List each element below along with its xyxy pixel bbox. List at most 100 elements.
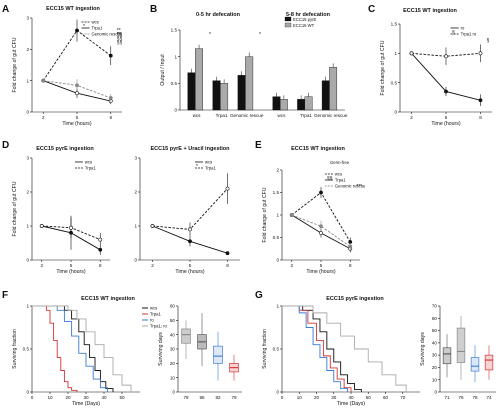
panel-d2-xlabel: Time (hours) (175, 269, 204, 275)
panel-d2-ytick-label: 2 (134, 190, 137, 195)
panel-d1-data-point (69, 225, 73, 230)
panel-e-legend-label: Trpa1 (335, 178, 346, 183)
panel-g-xlabel: Time (Days) (337, 401, 365, 407)
panel-a-ytick-label: 3 (26, 16, 29, 21)
panel-c-xtick-label: 5 (445, 115, 448, 120)
panel-b-bar (304, 96, 313, 111)
panel-d2-legend-label: wcs (205, 160, 212, 165)
panel-e-title: ECC15 WT ingestion (291, 146, 345, 152)
panel-d2-annotation: * (196, 164, 198, 170)
panel-g-xtick-label: 50 (366, 395, 372, 400)
panel-b-category-label: wcs (193, 113, 202, 118)
panel-d2-data-point (188, 239, 192, 244)
panel-e-ylabel: Fold change of gut CFU (262, 187, 268, 242)
panel-g-box-box (456, 327, 466, 363)
panel-g-survival-curve-0 (282, 305, 362, 392)
panel-b-bar (297, 99, 306, 111)
panel-b-annotation: * (259, 32, 261, 38)
panel-b-legend-swatch (284, 16, 292, 22)
panel-g-box-ytick-label: 70 (432, 304, 438, 309)
panel-b-bar (220, 83, 229, 111)
panel-b-bar (245, 56, 254, 111)
panel-g-box-ytick-label: 0 (434, 390, 437, 395)
panel-f-survival-curve-1 (32, 305, 78, 392)
panel-b-bar (279, 99, 288, 111)
panel-e-legend-label: Genomic rescue (335, 184, 366, 189)
panel-a-ytick-label: 1 (26, 78, 29, 83)
panel-c-ytick-label: 0 (394, 110, 397, 115)
panel-d2-ytick-label: 1 (134, 224, 137, 229)
panel-b-ytick-label: 0.5 (171, 81, 178, 86)
panel-b-annotation: * (209, 32, 211, 38)
panel-g-box-box-label: 76 (458, 395, 464, 400)
panel-f-box-ytick-label: 50 (170, 318, 176, 323)
panel-c-xtick-label: 2 (410, 115, 413, 120)
panel-d1-data-point (98, 247, 103, 252)
panel-b-ytick-label: 0 (174, 108, 177, 113)
panel-c-data-point (444, 89, 448, 94)
panel-f-xtick-label: 30 (83, 395, 89, 400)
panel-g-box-ytick-label: 50 (432, 328, 438, 333)
panel-d1-ylabel: Fold change of gut CFU (12, 181, 18, 236)
panel-a-xtick-label: 5 (76, 115, 79, 120)
panel-c-annotation: § (487, 38, 490, 44)
panel-c-ytick-label: 1.5 (391, 22, 398, 27)
panel-label-f: F (2, 290, 8, 301)
panel-e-xtick-label: 2 (290, 263, 293, 268)
panel-b-category-label: Trpa1 (216, 113, 228, 118)
panel-a-xtick-label: 2 (42, 115, 45, 120)
panel-a-data-point (108, 53, 113, 58)
panel-d1-xtick-label: 8 (99, 263, 102, 268)
panel-a-annotation: §§ (117, 32, 123, 38)
panel-a-ytick-label: 0 (26, 110, 29, 115)
panel-d1-ytick-label: 1 (26, 224, 29, 229)
charts-layer: 0 1 2 3 Fold change of gut CFU Time (hours) 2 5… (12, 16, 496, 407)
panel-a-legend-label: wcs (92, 20, 99, 25)
panel-c-legend-label: Trpa1 ro (461, 32, 477, 37)
panel-f-box-box-label: 82 (215, 395, 221, 400)
panel-b-ytick-label: 1.5 (171, 28, 178, 33)
panel-e-ytick-label: 2 (276, 168, 279, 173)
panel-c-data-point (478, 51, 483, 56)
panel-g-title: ECC15 pyrE ingestion (326, 296, 384, 302)
panel-g-xtick-label: 70 (400, 395, 406, 400)
panel-e-data-point (348, 244, 353, 249)
panel-c-data-point (409, 51, 414, 56)
panel-a-ylabel: Fold change of gut CFU (12, 37, 18, 92)
panel-e-data-point (319, 190, 323, 195)
panel-label-b: B (150, 4, 157, 15)
panel-c-series-line-1 (411, 52, 481, 57)
panel-e-xlabel: Time (hours) (306, 269, 335, 275)
panel-c-ytick-label: 1 (394, 51, 397, 56)
panel-g-xtick-label: 0 (281, 395, 284, 400)
panel-g-box-ylabel: Surviving days (420, 332, 426, 366)
panel-label-g: G (255, 290, 263, 301)
panel-e-xtick-label: 5 (320, 263, 323, 268)
panel-a-annotation: §§ (117, 36, 123, 42)
panel-b-category-label: Genomic rescue (314, 113, 348, 118)
panel-f-ytick-label: 1 (26, 304, 29, 309)
panel-f-xtick-label: 40 (101, 395, 107, 400)
panel-f-survival-curve-3 (32, 305, 132, 392)
panel-f-xtick-label: 0 (31, 395, 34, 400)
panel-g-survival-curve-2 (282, 305, 348, 392)
panel-g-xtick-label: 30 (331, 395, 337, 400)
panel-f-box-box-label: 95 (199, 395, 205, 400)
panel-g-ylabel: Surviving fraction (262, 329, 268, 369)
panel-c-title: ECC15 WT ingestion (403, 8, 457, 14)
panel-g-box-ytick-label: 20 (432, 365, 438, 370)
panel-e-ytick-label: 1 (276, 213, 279, 218)
panel-d1-xlabel: Time (hours) (56, 269, 85, 275)
panel-label-e: E (255, 140, 262, 151)
panel-g-box-box (484, 354, 494, 371)
panel-f-xtick-label: 10 (47, 395, 53, 400)
panel-c-data-point (444, 54, 448, 59)
panel-d2-data-point (225, 186, 230, 191)
panel-e-annotation: §§ (327, 176, 333, 182)
panel-b-ylabel: Output / Input (160, 54, 166, 86)
panel-d2-title: ECC15 pyrE + Uracil ingestion (150, 146, 230, 152)
panel-f-legend-label: Trpa1 (150, 312, 161, 317)
panel-f-xlabel: Time (Days) (72, 401, 100, 407)
panel-g-ytick-label: 1 (276, 304, 279, 309)
panel-b-bar (329, 67, 338, 111)
